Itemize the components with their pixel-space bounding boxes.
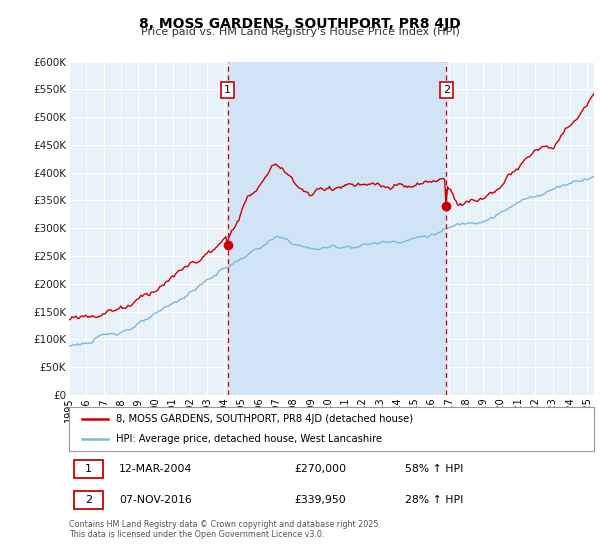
- Text: 12-MAR-2004: 12-MAR-2004: [119, 464, 192, 474]
- FancyBboxPatch shape: [74, 460, 103, 478]
- Text: 2: 2: [85, 495, 92, 505]
- FancyBboxPatch shape: [74, 491, 103, 509]
- Text: 28% ↑ HPI: 28% ↑ HPI: [405, 495, 463, 505]
- Text: £270,000: £270,000: [295, 464, 347, 474]
- Text: Price paid vs. HM Land Registry's House Price Index (HPI): Price paid vs. HM Land Registry's House …: [140, 27, 460, 37]
- Text: 8, MOSS GARDENS, SOUTHPORT, PR8 4JD: 8, MOSS GARDENS, SOUTHPORT, PR8 4JD: [139, 17, 461, 31]
- Text: 2: 2: [443, 85, 450, 95]
- Text: 1: 1: [85, 464, 92, 474]
- Text: Contains HM Land Registry data © Crown copyright and database right 2025.
This d: Contains HM Land Registry data © Crown c…: [69, 520, 381, 539]
- Text: £339,950: £339,950: [295, 495, 347, 505]
- Text: 1: 1: [224, 85, 231, 95]
- Text: 8, MOSS GARDENS, SOUTHPORT, PR8 4JD (detached house): 8, MOSS GARDENS, SOUTHPORT, PR8 4JD (det…: [116, 414, 413, 424]
- Text: 58% ↑ HPI: 58% ↑ HPI: [405, 464, 463, 474]
- Text: HPI: Average price, detached house, West Lancashire: HPI: Average price, detached house, West…: [116, 435, 382, 445]
- Text: 07-NOV-2016: 07-NOV-2016: [119, 495, 191, 505]
- Bar: [228, 62, 446, 395]
